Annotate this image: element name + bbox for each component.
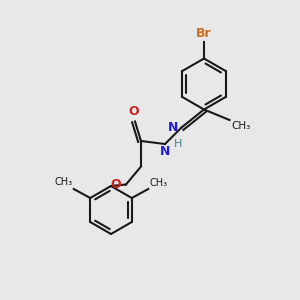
Text: N: N (167, 121, 178, 134)
Text: H: H (173, 139, 182, 149)
Text: N: N (160, 146, 170, 158)
Text: O: O (128, 106, 139, 118)
Text: CH₃: CH₃ (231, 122, 250, 131)
Text: Br: Br (196, 27, 212, 40)
Text: CH₃: CH₃ (54, 178, 72, 188)
Text: O: O (110, 178, 121, 191)
Text: CH₃: CH₃ (150, 178, 168, 188)
